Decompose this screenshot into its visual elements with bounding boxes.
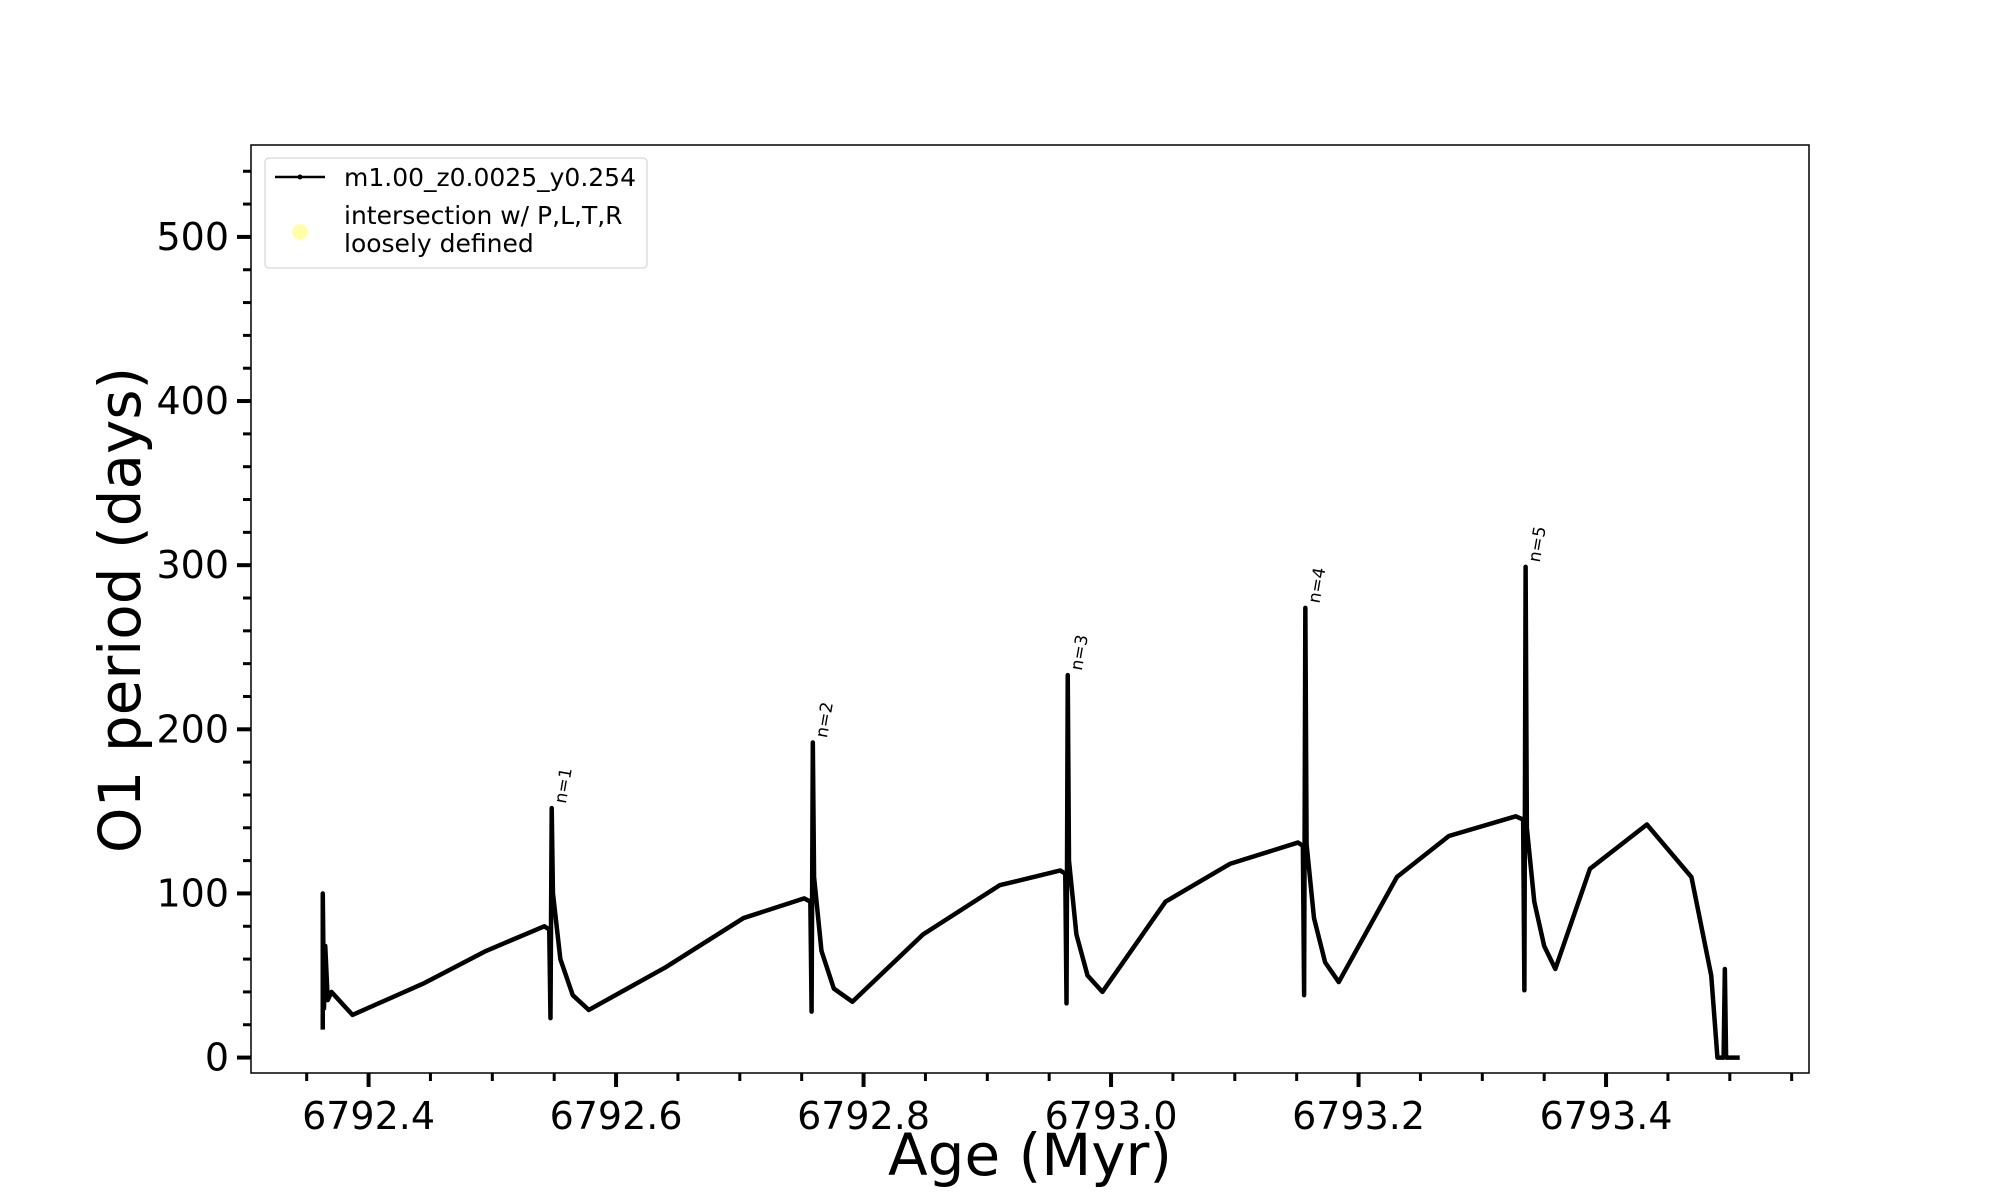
legend-marker	[292, 224, 308, 240]
annotation: n=4	[1305, 566, 1331, 605]
x-tick-label: 6792.6	[550, 1094, 683, 1138]
annotation: n=3	[1067, 633, 1093, 672]
annotation: n=5	[1525, 525, 1551, 564]
y-tick-label: 200	[156, 707, 229, 751]
legend-label: intersection w/ P,L,T,R	[344, 201, 623, 230]
series-line	[320, 564, 1740, 1060]
x-tick-label: 6793.0	[1045, 1094, 1178, 1138]
y-tick-label: 0	[205, 1036, 229, 1080]
y-tick-label: 300	[156, 543, 229, 587]
legend-label: loosely defined	[344, 229, 534, 258]
axes-frame	[250, 144, 1810, 1074]
x-tick-label: 6793.4	[1540, 1094, 1673, 1138]
x-tick-label: 6793.2	[1292, 1094, 1425, 1138]
legend: m1.00_z0.0025_y0.254 intersection w/ P,L,…	[264, 157, 648, 269]
annotation: n=1	[551, 766, 577, 805]
y-axis-label: O1 period (days)	[86, 367, 154, 853]
legend-box	[264, 157, 648, 269]
y-tick-label: 500	[156, 215, 229, 259]
y-tick-label: 400	[156, 379, 229, 423]
y-tick-label: 100	[156, 871, 229, 915]
legend-marker	[297, 174, 303, 180]
x-axis-label: Age (Myr)	[888, 1121, 1172, 1189]
x-tick-label: 6792.4	[302, 1094, 435, 1138]
x-tick-label: 6792.8	[797, 1094, 930, 1138]
annotation: n=2	[812, 701, 838, 740]
legend-label: m1.00_z0.0025_y0.254	[344, 163, 636, 192]
